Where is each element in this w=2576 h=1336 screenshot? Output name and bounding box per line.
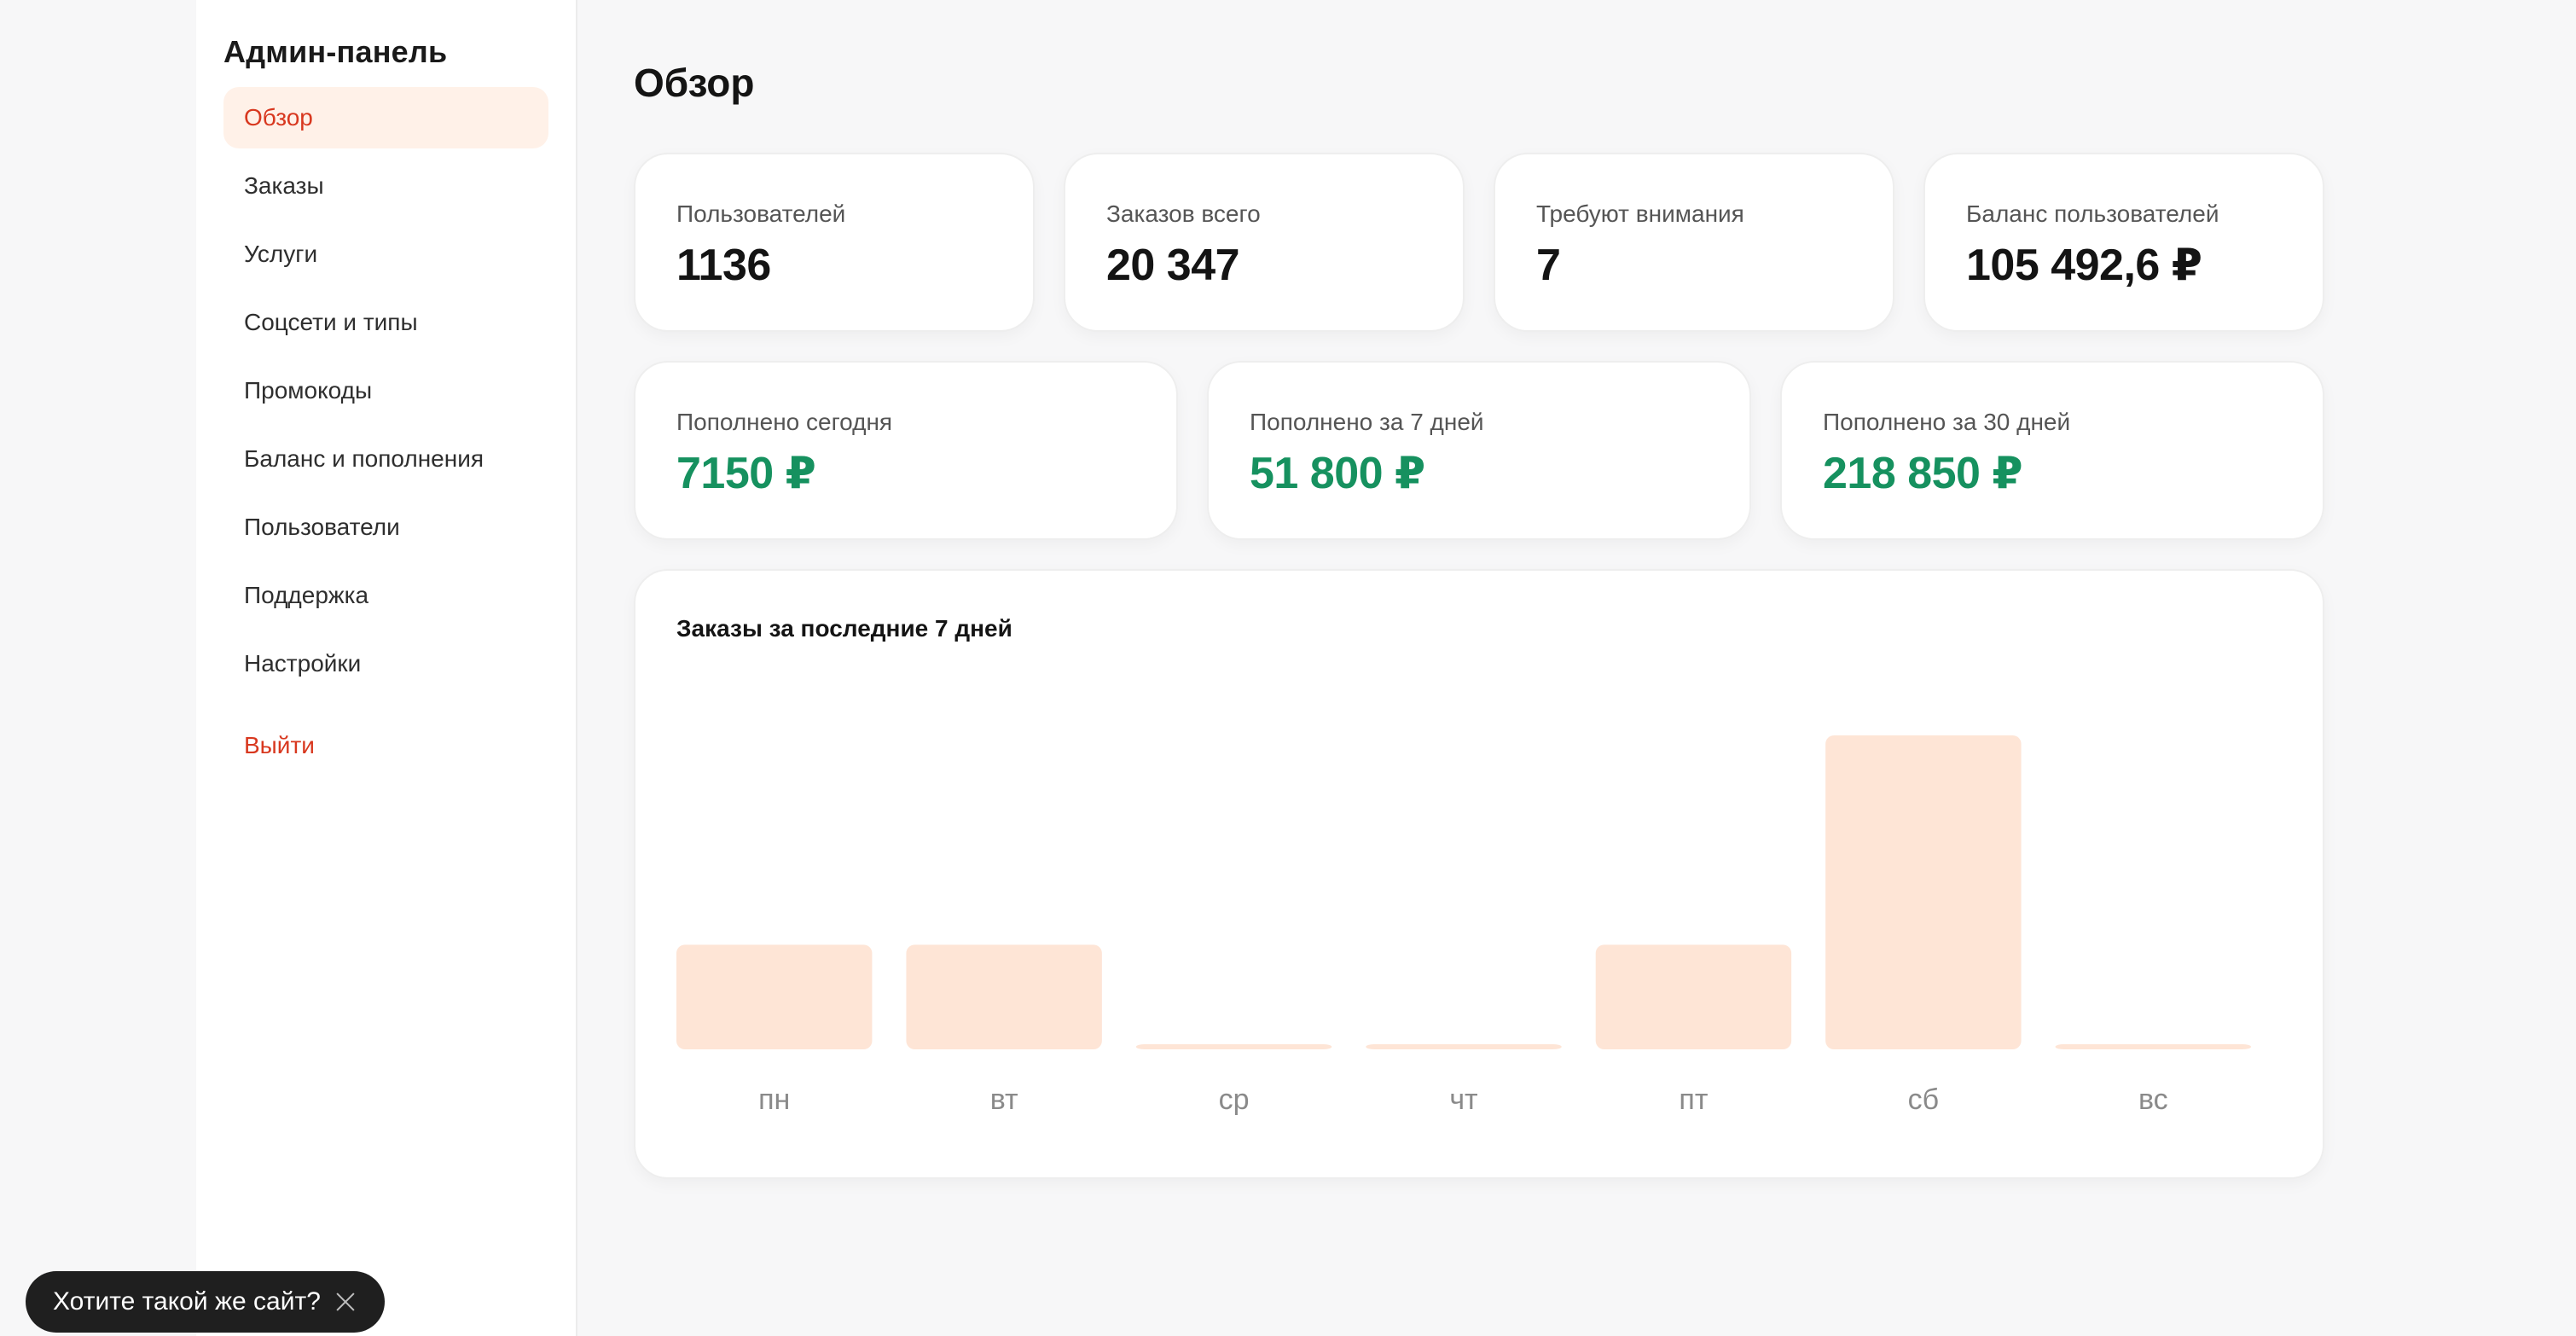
sidebar-item-support[interactable]: Поддержка <box>244 582 369 608</box>
sidebar-item-overview[interactable]: Обзор <box>223 87 548 148</box>
logout-link[interactable]: Выйти <box>244 732 315 758</box>
main-content: Обзор Пользователей 1136 Заказов всего 2… <box>634 0 2324 1336</box>
sidebar-item-balance[interactable]: Баланс и пополнения <box>244 445 484 472</box>
stat-label: Пополнено за 7 дней <box>1250 409 1484 435</box>
orders-chart-card: Заказы за последние 7 дней пн вт ср чт пт сб в… <box>634 569 2324 1179</box>
stat-value: 1136 <box>676 241 771 290</box>
bar-вс <box>2055 1044 2251 1049</box>
sidebar-title: Админ-панель <box>223 34 448 69</box>
sidebar-item-users[interactable]: Пользователи <box>244 514 400 540</box>
sidebar-nav: Обзор Заказы Услуги Соцсети и типы Промо… <box>223 87 548 776</box>
x-tick-label: вт <box>990 1083 1018 1116</box>
bar-пн <box>676 944 873 1049</box>
stat-label: Заказов всего <box>1106 200 1261 227</box>
stat-label: Пополнено за 30 дней <box>1823 409 2071 435</box>
x-tick-label: сб <box>1908 1083 1939 1116</box>
sidebar-item-orders[interactable]: Заказы <box>244 172 324 199</box>
stat-card-user-balance: Баланс пользователей 105 492,6 ₽ <box>1923 153 2324 332</box>
stat-value: 20 347 <box>1106 241 1240 290</box>
stat-value: 7 <box>1536 241 1561 290</box>
stat-label: Пользователей <box>676 200 846 227</box>
stat-card-attention: Требуют внимания 7 <box>1494 153 1894 332</box>
x-tick-label: ср <box>1219 1083 1250 1116</box>
bar-чт <box>1366 1044 1562 1049</box>
x-tick-label: чт <box>1449 1083 1477 1116</box>
bar-сб <box>1825 735 2022 1049</box>
stat-card-topup-today: Пополнено сегодня 7150 ₽ <box>634 361 1178 540</box>
promo-toast[interactable]: Хотите такой же сайт? <box>26 1271 385 1333</box>
sidebar-item-services[interactable]: Услуги <box>244 241 318 267</box>
sidebar: Админ-панель Обзор Заказы Услуги Соцсети… <box>196 0 577 1336</box>
sidebar-item-socials[interactable]: Соцсети и типы <box>244 309 418 335</box>
stat-card-topup-30d: Пополнено за 30 дней 218 850 ₽ <box>1780 361 2324 540</box>
x-tick-label: пт <box>1679 1083 1708 1116</box>
bar-пт <box>1595 944 1792 1049</box>
page-title: Обзор <box>634 61 755 105</box>
stat-card-orders-total: Заказов всего 20 347 <box>1064 153 1465 332</box>
stat-value: 218 850 ₽ <box>1823 449 2023 498</box>
stat-value: 7150 ₽ <box>676 449 816 498</box>
stat-label: Пополнено сегодня <box>676 409 893 435</box>
x-tick-label: вс <box>2138 1083 2168 1116</box>
sidebar-item-settings[interactable]: Настройки <box>244 650 362 677</box>
bar-ср <box>1135 1044 1332 1049</box>
stat-value: 105 492,6 ₽ <box>1966 241 2202 290</box>
orders-bar-chart: пн вт ср чт пт сб вс <box>676 735 2251 1116</box>
sidebar-item-promocodes[interactable]: Промокоды <box>244 377 373 404</box>
close-icon[interactable] <box>334 1290 357 1314</box>
stat-label: Требуют внимания <box>1536 200 1744 227</box>
stat-card-users: Пользователей 1136 <box>634 153 1035 332</box>
x-tick-label: пн <box>758 1083 790 1116</box>
bar-вт <box>906 944 1102 1049</box>
stat-card-topup-7d: Пополнено за 7 дней 51 800 ₽ <box>1207 361 1751 540</box>
chart-title: Заказы за последние 7 дней <box>676 615 1012 642</box>
stat-value: 51 800 ₽ <box>1250 449 1425 498</box>
toast-text: Хотите такой же сайт? <box>53 1287 321 1316</box>
stat-label: Баланс пользователей <box>1966 200 2219 227</box>
